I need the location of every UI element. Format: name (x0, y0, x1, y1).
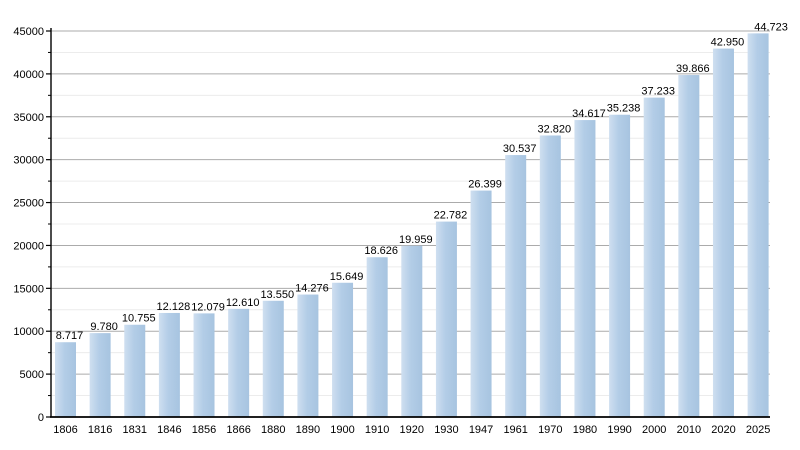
x-axis-tick-label: 2000 (642, 424, 666, 436)
x-axis-tick-label: 1920 (400, 424, 424, 436)
y-axis-tick-label: 0 (38, 412, 44, 424)
x-axis-tick-label: 1900 (330, 424, 354, 436)
bar-value-label: 42.950 (711, 37, 745, 49)
x-axis-tick-label: 1990 (607, 424, 631, 436)
bar-1880 (262, 300, 284, 417)
bar-1816 (89, 333, 111, 417)
bar-value-label: 9.780 (90, 321, 118, 333)
y-axis-tick-label: 35000 (13, 112, 44, 124)
bar-1930 (435, 221, 457, 417)
y-axis-tick-label: 5000 (20, 369, 44, 381)
x-axis-tick-label: 2020 (711, 424, 735, 436)
bar-1970 (539, 135, 561, 417)
bar-value-label: 8.717 (56, 330, 84, 342)
bar-2020 (712, 48, 734, 418)
bar-1980 (574, 120, 596, 418)
x-axis-tick-label: 1856 (192, 424, 216, 436)
bar-value-label: 26.399 (468, 179, 502, 191)
y-axis-tick-label: 40000 (13, 69, 44, 81)
bar-2010 (678, 75, 700, 417)
x-axis-tick-label: 1961 (503, 424, 527, 436)
bar-2025 (747, 33, 769, 418)
bar-value-label: 39.866 (676, 63, 710, 75)
bar-1831 (124, 324, 146, 417)
x-axis-tick-label: 1806 (53, 424, 77, 436)
x-axis-tick-label: 2025 (746, 424, 770, 436)
x-axis-tick-label: 1846 (157, 424, 181, 436)
bar-2000 (643, 97, 665, 417)
bar-value-label: 12.079 (191, 301, 225, 313)
bar-value-label: 19.959 (399, 234, 433, 246)
bar-value-label: 15.649 (330, 271, 364, 283)
bar-value-label: 14.276 (295, 283, 329, 295)
bar-value-label: 35.238 (607, 103, 641, 115)
x-axis-tick-label: 2010 (677, 424, 701, 436)
bar-1920 (401, 245, 423, 417)
x-axis-tick-label: 1831 (123, 424, 147, 436)
bar-value-label: 12.128 (157, 301, 191, 313)
x-axis-tick-label: 1816 (88, 424, 112, 436)
bar-value-label: 10.755 (122, 313, 156, 325)
bar-1961 (505, 155, 527, 417)
bar-value-label: 12.610 (226, 297, 260, 309)
x-axis-tick-label: 1866 (226, 424, 250, 436)
x-axis-tick-label: 1930 (434, 424, 458, 436)
x-axis-tick-label: 1910 (365, 424, 389, 436)
bar-1910 (366, 257, 388, 417)
y-axis-tick-label: 30000 (13, 155, 44, 167)
x-axis-tick-label: 1880 (261, 424, 285, 436)
bar-value-label: 37.233 (641, 86, 675, 98)
bar-1900 (332, 282, 354, 417)
bar-value-label: 22.782 (434, 210, 468, 222)
bar-1890 (297, 294, 319, 417)
bar-1846 (158, 312, 180, 417)
bar-value-label: 34.617 (572, 108, 606, 120)
bar-1856 (193, 313, 215, 417)
y-axis-tick-label: 10000 (13, 326, 44, 338)
y-axis-tick-label: 20000 (13, 240, 44, 252)
y-axis-tick-label: 45000 (13, 26, 44, 38)
x-axis-tick-label: 1970 (538, 424, 562, 436)
x-axis-tick-label: 1980 (573, 424, 597, 436)
bar-value-label: 44.723 (754, 21, 788, 33)
bar-value-label: 32.820 (537, 123, 571, 135)
bar-1990 (609, 114, 631, 417)
bar-1947 (470, 190, 492, 417)
y-axis-tick-label: 25000 (13, 198, 44, 210)
bar-value-label: 13.550 (260, 289, 294, 301)
bar-value-label: 18.626 (364, 245, 398, 257)
x-axis-tick-label: 1890 (296, 424, 320, 436)
bar-value-label: 30.537 (503, 143, 537, 155)
y-axis-tick-label: 15000 (13, 283, 44, 295)
bar-1806 (55, 342, 76, 417)
bar-1866 (228, 308, 250, 417)
x-axis-tick-label: 1947 (469, 424, 493, 436)
